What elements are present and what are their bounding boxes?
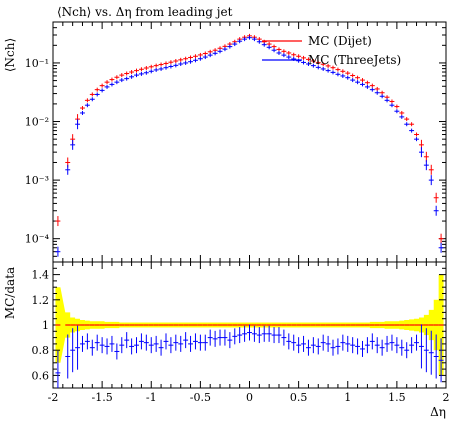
x-tick-label: 0	[246, 391, 253, 404]
x-axis: -2 -1.5 -1 -0.5 0 0.5 1 1.5 2	[48, 22, 450, 404]
legend-dijet-label: MC (Dijet)	[308, 34, 372, 48]
x-tick-label: 1.5	[388, 391, 406, 404]
ratio-threejets	[55, 324, 444, 388]
top-y-tick-label: 10⁻²	[25, 116, 49, 129]
top-panel: 10⁻⁴ 10⁻³ 10⁻² 10⁻¹	[25, 21, 447, 263]
series-dijet	[55, 33, 444, 244]
x-tick-label: -1	[146, 391, 157, 404]
bottom-y-tick-label: 0.8	[32, 344, 50, 357]
top-y-tick-label: 10⁻³	[25, 174, 49, 187]
x-tick-label: 0.5	[290, 391, 308, 404]
legend: MC (Dijet) MC (ThreeJets)	[262, 34, 401, 67]
bottom-y-axis-label: MC/data	[3, 267, 17, 319]
series-threejets	[55, 35, 444, 257]
bottom-panel: 0.6 0.8 1 1.2 1.4	[32, 261, 447, 389]
x-tick-label: -2	[48, 391, 59, 404]
x-tick-label: 1	[344, 391, 351, 404]
bottom-y-tick-label: 0.6	[32, 369, 50, 382]
x-tick-label: -0.5	[190, 391, 211, 404]
chart-title: ⟨Nch⟩ vs. Δη from leading jet	[57, 5, 233, 19]
bottom-y-tick-label: 1	[42, 319, 49, 332]
top-y-tick-label: 10⁻⁴	[25, 233, 50, 246]
x-tick-label: -1.5	[92, 391, 113, 404]
x-tick-label: 2	[443, 391, 450, 404]
legend-threejets-label: MC (ThreeJets)	[308, 53, 401, 67]
bottom-y-tick-label: 1.2	[32, 294, 50, 307]
top-y-axis-label: ⟨Nch⟩	[3, 38, 17, 72]
top-y-tick-label: 10⁻¹	[25, 57, 49, 70]
x-axis-label: Δη	[430, 405, 446, 419]
bottom-y-tick-label: 1.4	[32, 269, 50, 282]
